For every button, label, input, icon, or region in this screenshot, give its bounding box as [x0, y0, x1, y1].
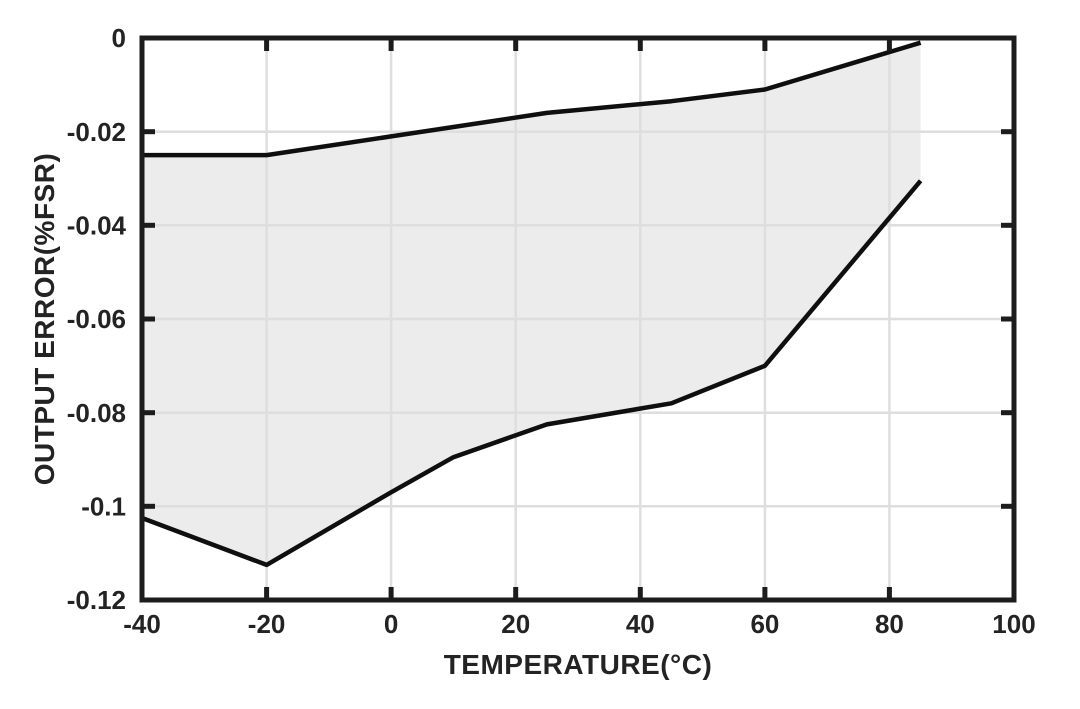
y-tick-label: 0 — [112, 23, 126, 53]
tick-marks — [139, 35, 1017, 603]
y-tick-label: -0.1 — [81, 491, 126, 521]
y-axis-title: OUTPUT ERROR(%FSR) — [29, 152, 60, 486]
x-tick-label: -20 — [248, 609, 286, 639]
x-tick-label: 80 — [875, 609, 904, 639]
y-tick-label: -0.02 — [67, 117, 126, 147]
gridlines — [140, 36, 1016, 602]
tick-labels: -40 -20 0 20 40 60 80 100 0 -0.02 -0.04 -0.06 -0.08 -… — [67, 23, 1036, 639]
x-tick-label: 60 — [750, 609, 779, 639]
y-tick-label: -0.06 — [67, 304, 126, 334]
error-band-fill — [142, 42, 921, 565]
x-tick-label: -40 — [123, 609, 161, 639]
lower-bound-line — [141, 179, 923, 568]
x-tick-label: 40 — [626, 609, 655, 639]
x-axis-title: TEMPERATURE(°C) — [443, 649, 713, 680]
y-tick-label: -0.12 — [67, 585, 126, 615]
x-tick-label: 20 — [501, 609, 530, 639]
x-tick-label: 0 — [384, 609, 398, 639]
y-tick-label: -0.08 — [67, 398, 126, 428]
y-tick-label: -0.04 — [67, 210, 127, 240]
upper-bound-line — [142, 40, 922, 158]
x-tick-label: 100 — [992, 609, 1035, 639]
